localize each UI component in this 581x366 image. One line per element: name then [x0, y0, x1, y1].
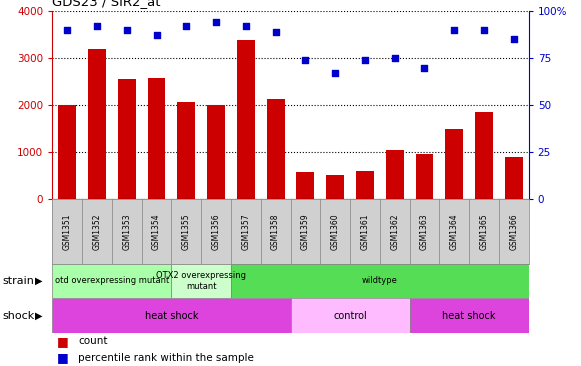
- Text: OTX2 overexpressing
mutant: OTX2 overexpressing mutant: [156, 271, 246, 291]
- Text: GSM1360: GSM1360: [331, 213, 340, 250]
- Point: [331, 70, 340, 76]
- Bar: [171, 264, 231, 298]
- Text: wildtype: wildtype: [362, 276, 398, 285]
- Point: [271, 29, 280, 35]
- Bar: [207, 105, 225, 199]
- Bar: [410, 298, 529, 333]
- Text: GSM1354: GSM1354: [152, 213, 161, 250]
- Text: GSM1351: GSM1351: [63, 213, 71, 250]
- Bar: [505, 157, 523, 199]
- Bar: [148, 78, 166, 199]
- Point: [420, 65, 429, 71]
- Text: GSM1356: GSM1356: [211, 213, 221, 250]
- Bar: [475, 112, 493, 199]
- Point: [63, 27, 72, 33]
- Bar: [415, 154, 433, 199]
- Text: GSM1359: GSM1359: [301, 213, 310, 250]
- Point: [152, 33, 161, 38]
- Text: heat shock: heat shock: [442, 311, 496, 321]
- Text: GSM1355: GSM1355: [182, 213, 191, 250]
- Text: ▶: ▶: [35, 276, 42, 286]
- Text: GSM1364: GSM1364: [450, 213, 459, 250]
- Text: GSM1357: GSM1357: [241, 213, 250, 250]
- Text: control: control: [333, 311, 367, 321]
- Text: GSM1352: GSM1352: [92, 213, 102, 250]
- Text: GSM1362: GSM1362: [390, 213, 399, 250]
- Point: [182, 23, 191, 29]
- Text: GDS23 / SIR2_at: GDS23 / SIR2_at: [52, 0, 161, 8]
- Text: ▶: ▶: [35, 311, 42, 321]
- Bar: [267, 99, 285, 199]
- Point: [450, 27, 459, 33]
- Bar: [290, 298, 410, 333]
- Text: ■: ■: [57, 351, 69, 364]
- Point: [479, 27, 489, 33]
- Point: [390, 55, 399, 61]
- Bar: [386, 150, 404, 199]
- Bar: [177, 102, 195, 199]
- Text: percentile rank within the sample: percentile rank within the sample: [78, 353, 254, 363]
- Bar: [52, 298, 290, 333]
- Point: [301, 57, 310, 63]
- Text: heat shock: heat shock: [145, 311, 198, 321]
- Point: [92, 23, 102, 29]
- Text: GSM1358: GSM1358: [271, 213, 280, 250]
- Point: [509, 36, 518, 42]
- Bar: [231, 264, 529, 298]
- Bar: [52, 264, 171, 298]
- Point: [122, 27, 131, 33]
- Text: GSM1353: GSM1353: [122, 213, 131, 250]
- Bar: [88, 49, 106, 199]
- Text: otd overexpressing mutant: otd overexpressing mutant: [55, 276, 169, 285]
- Bar: [58, 105, 76, 199]
- Bar: [296, 172, 314, 199]
- Text: GSM1363: GSM1363: [420, 213, 429, 250]
- Point: [360, 57, 370, 63]
- Text: count: count: [78, 336, 108, 346]
- Bar: [356, 171, 374, 199]
- Point: [211, 19, 221, 25]
- Text: GSM1366: GSM1366: [510, 213, 518, 250]
- Text: GSM1361: GSM1361: [360, 213, 370, 250]
- Text: strain: strain: [3, 276, 35, 286]
- Bar: [118, 79, 136, 199]
- Bar: [327, 175, 344, 199]
- Text: shock: shock: [3, 311, 35, 321]
- Text: GSM1365: GSM1365: [479, 213, 489, 250]
- Bar: [237, 40, 254, 199]
- Text: ■: ■: [57, 335, 69, 348]
- Point: [241, 23, 250, 29]
- Bar: [446, 129, 463, 199]
